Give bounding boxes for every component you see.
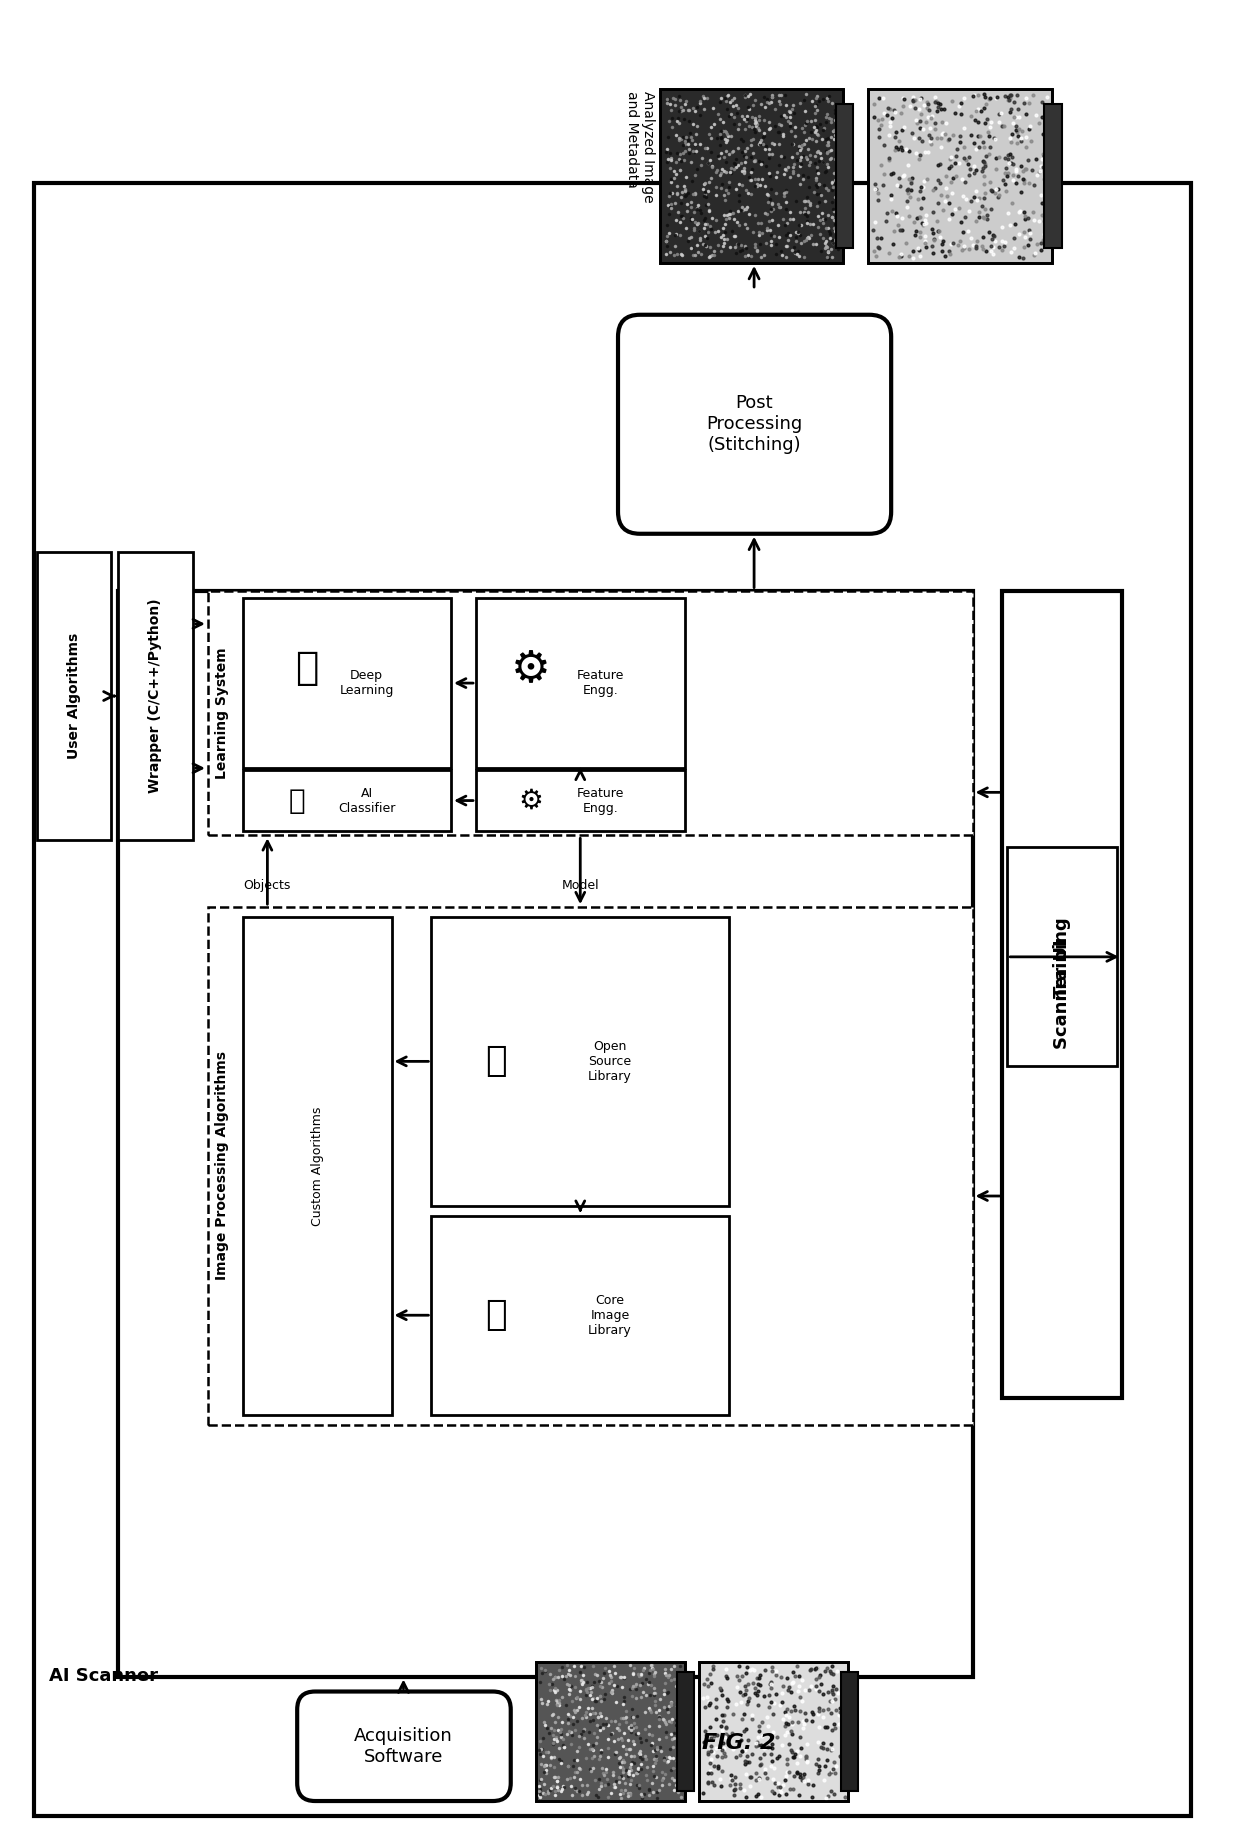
Text: ⚙: ⚙ bbox=[518, 787, 543, 815]
FancyBboxPatch shape bbox=[37, 552, 112, 840]
Text: Objects: Objects bbox=[244, 879, 291, 892]
FancyBboxPatch shape bbox=[33, 183, 1192, 1816]
FancyBboxPatch shape bbox=[118, 591, 972, 1677]
FancyBboxPatch shape bbox=[243, 598, 451, 768]
FancyBboxPatch shape bbox=[476, 770, 684, 831]
FancyBboxPatch shape bbox=[841, 1672, 858, 1792]
Text: Analyzed Image
and Metadata: Analyzed Image and Metadata bbox=[625, 91, 655, 203]
FancyBboxPatch shape bbox=[677, 1672, 694, 1792]
Text: Feature
Engg.: Feature Engg. bbox=[577, 787, 624, 815]
Text: Image Processing Algorithms: Image Processing Algorithms bbox=[215, 1051, 228, 1280]
Text: Post
Processing
(Stitching): Post Processing (Stitching) bbox=[706, 395, 802, 454]
Text: Training: Training bbox=[1053, 916, 1071, 997]
FancyBboxPatch shape bbox=[243, 770, 451, 831]
FancyBboxPatch shape bbox=[432, 1215, 729, 1415]
FancyBboxPatch shape bbox=[836, 103, 853, 247]
Text: AI
Classifier: AI Classifier bbox=[339, 787, 396, 815]
FancyBboxPatch shape bbox=[536, 1662, 684, 1801]
FancyBboxPatch shape bbox=[1002, 591, 1122, 1398]
Text: AI Scanner: AI Scanner bbox=[48, 1668, 157, 1684]
Text: Learning System: Learning System bbox=[215, 646, 228, 779]
Text: Scanner UI: Scanner UI bbox=[1053, 940, 1071, 1049]
Text: Open
Source
Library: Open Source Library bbox=[588, 1040, 632, 1082]
FancyBboxPatch shape bbox=[208, 907, 972, 1424]
FancyBboxPatch shape bbox=[298, 1692, 511, 1801]
Text: 🕷: 🕷 bbox=[295, 648, 319, 687]
Text: FIG. 2: FIG. 2 bbox=[702, 1732, 776, 1753]
Text: User Algorithms: User Algorithms bbox=[67, 634, 81, 759]
Text: Wrapper (C/C++/Python): Wrapper (C/C++/Python) bbox=[148, 598, 162, 794]
FancyBboxPatch shape bbox=[1044, 103, 1061, 247]
Text: Custom Algorithms: Custom Algorithms bbox=[310, 1106, 324, 1226]
FancyBboxPatch shape bbox=[476, 598, 684, 768]
FancyBboxPatch shape bbox=[618, 314, 892, 534]
Text: Deep
Learning: Deep Learning bbox=[340, 669, 394, 696]
Text: Model: Model bbox=[562, 879, 599, 892]
FancyBboxPatch shape bbox=[243, 916, 392, 1415]
FancyBboxPatch shape bbox=[208, 591, 972, 835]
FancyBboxPatch shape bbox=[1007, 848, 1117, 1066]
FancyBboxPatch shape bbox=[699, 1662, 848, 1801]
Text: 📚: 📚 bbox=[485, 1044, 507, 1079]
Text: Acquisition
Software: Acquisition Software bbox=[355, 1727, 453, 1766]
Text: Feature
Engg.: Feature Engg. bbox=[577, 669, 624, 696]
FancyBboxPatch shape bbox=[660, 89, 843, 262]
FancyBboxPatch shape bbox=[118, 552, 193, 840]
Text: 🤖: 🤖 bbox=[289, 787, 305, 815]
Text: Core
Image
Library: Core Image Library bbox=[588, 1293, 632, 1337]
Text: ⚙: ⚙ bbox=[511, 646, 551, 689]
FancyBboxPatch shape bbox=[868, 89, 1052, 262]
Text: 📷: 📷 bbox=[485, 1298, 507, 1332]
FancyBboxPatch shape bbox=[432, 916, 729, 1206]
